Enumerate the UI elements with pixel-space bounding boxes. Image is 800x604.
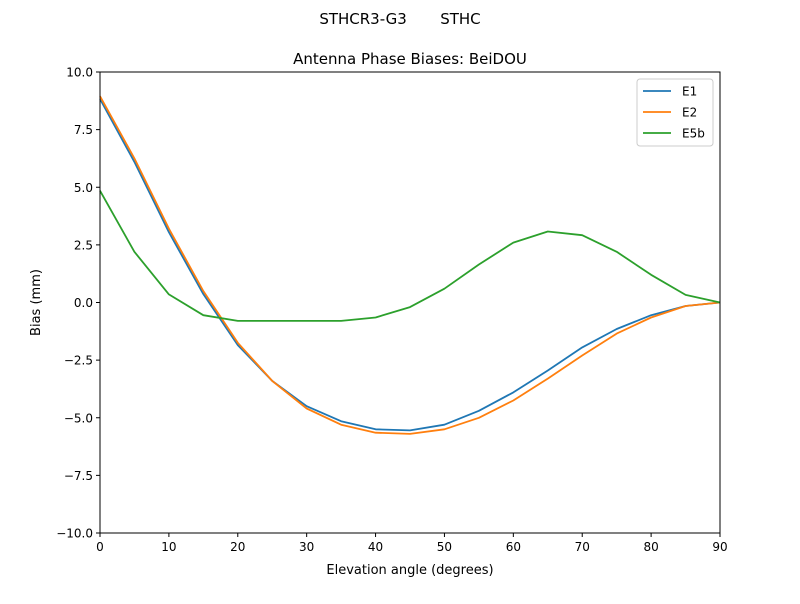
y-axis-label: Bias (mm) bbox=[29, 269, 44, 336]
y-tick-label: −7.5 bbox=[64, 469, 93, 483]
series-lines bbox=[99, 95, 721, 435]
y-tick-label: 0.0 bbox=[74, 296, 93, 310]
series-line-e1 bbox=[99, 98, 721, 432]
x-tick-label: 60 bbox=[506, 540, 521, 554]
legend-label: E2 bbox=[682, 106, 697, 120]
x-tick-label: 80 bbox=[643, 540, 658, 554]
legend-label: E1 bbox=[682, 85, 697, 99]
plot-frame bbox=[99, 71, 721, 534]
axis-ticks: 0 10 20 30 40 50 60 70 80 90 −10.0 −7.5 −5.0 −2.5 0.0 2… bbox=[56, 66, 727, 555]
x-tick-label: 20 bbox=[230, 540, 245, 554]
x-tick-label: 0 bbox=[96, 540, 104, 554]
x-tick-label: 10 bbox=[161, 540, 176, 554]
x-tick-label: 30 bbox=[299, 540, 314, 554]
y-tick-label: 2.5 bbox=[74, 238, 93, 252]
x-tick-label: 90 bbox=[712, 540, 727, 554]
legend: E1 E2 E5b bbox=[636, 78, 714, 147]
legend-label: E5b bbox=[682, 127, 705, 141]
x-axis-label: Elevation angle (degrees) bbox=[326, 563, 493, 578]
x-tick-label: 40 bbox=[368, 540, 383, 554]
y-tick-label: −10.0 bbox=[56, 527, 93, 541]
y-tick-label: 5.0 bbox=[74, 181, 93, 195]
x-tick-label: 70 bbox=[575, 540, 590, 554]
chart-suptitle: STHCR3-G3 STHC bbox=[319, 10, 480, 28]
series-line-e5b bbox=[99, 190, 721, 322]
y-tick-label: −2.5 bbox=[64, 354, 93, 368]
chart-title: Antenna Phase Biases: BeiDOU bbox=[293, 50, 527, 68]
legend-box bbox=[636, 78, 714, 147]
x-tick-label: 50 bbox=[437, 540, 452, 554]
y-tick-label: 10.0 bbox=[66, 66, 93, 80]
y-tick-label: 7.5 bbox=[74, 123, 93, 137]
y-tick-label: −5.0 bbox=[64, 411, 93, 425]
series-line-e2 bbox=[99, 95, 721, 435]
